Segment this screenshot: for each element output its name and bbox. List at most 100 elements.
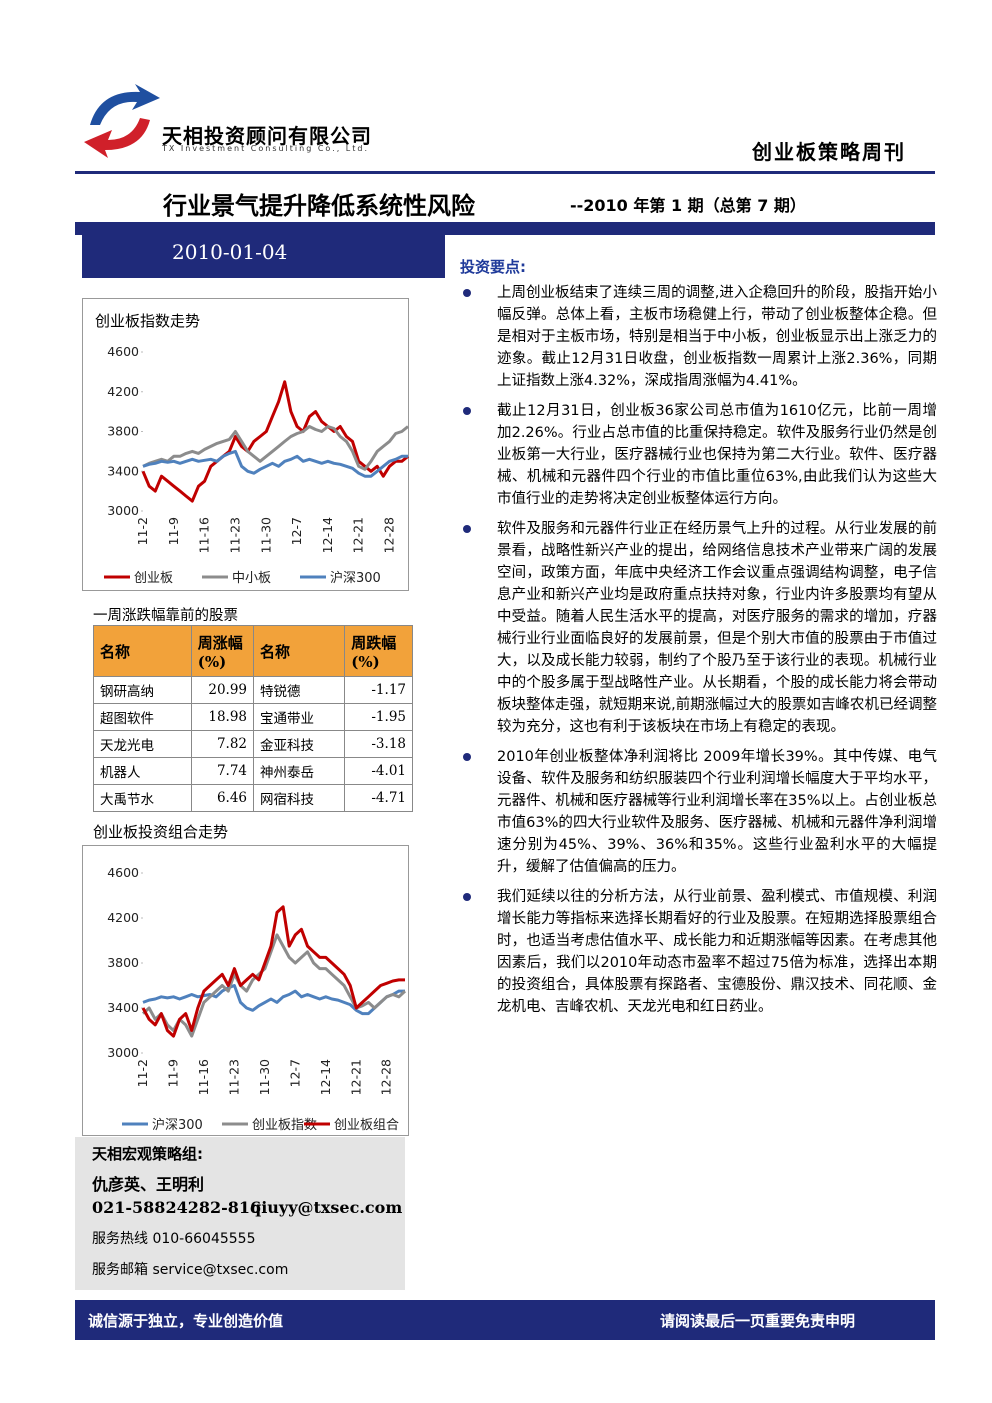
key-point: 软件及服务和元器件行业正在经历景气上升的过程。从行业发展的前景看，战略性新兴产业… <box>455 518 937 738</box>
legend-label: 创业板 <box>134 571 173 586</box>
table-header: 周涨幅(%) <box>190 625 255 677</box>
footer-right: 请阅读最后一页重要免责申明 <box>660 1312 856 1330</box>
table-cell: -1.95 <box>344 703 413 731</box>
company-name-en: TX Investment Consulting Co., Ltd. <box>162 144 370 153</box>
x-tick-label: 12-7 <box>289 517 304 545</box>
y-tick-label: 4600 <box>107 865 139 880</box>
table-row: 机器人 7.74 神州泰岳 -4.01 <box>93 757 413 785</box>
table-header: 名称 <box>253 625 346 677</box>
key-points-heading: 投资要点: <box>460 258 526 276</box>
y-tick-label: 4200 <box>107 910 139 925</box>
logo-arrow-red <box>84 118 150 158</box>
bullet <box>463 753 471 761</box>
key-point-text: 上周创业板结束了连续三周的调整,进入企稳回升的阶段，股指开始小幅反弹。总体上看，… <box>497 285 937 389</box>
series-line <box>142 425 409 471</box>
contact-hotline: 服务热线 010-66045555 <box>92 1231 256 1247</box>
publication: 创业板策略周刊 <box>752 140 906 164</box>
legend-label: 沪深300 <box>152 1117 203 1133</box>
logo-arrow-blue <box>90 84 160 125</box>
table-header-row: 名称 周涨幅(%) 名称 周跌幅(%) <box>93 625 413 677</box>
x-tick-label: 11-9 <box>165 1059 180 1087</box>
y-tick-label: 3800 <box>107 955 139 970</box>
x-tick-label: 11-23 <box>226 1059 241 1095</box>
table-cell: 钢研高纳 <box>93 676 192 704</box>
legend-label: 创业板指数 <box>252 1118 317 1133</box>
y-tick-label: 4600 <box>107 344 139 359</box>
x-tick-label: 11-2 <box>135 517 150 545</box>
company-name: 天相投资顾问有限公司 <box>162 124 372 148</box>
legend-label: 创业板组合 <box>334 1118 399 1133</box>
bullet <box>463 893 471 901</box>
index-chart: 创业板指数走势 3000 3400 3800 4200 4600 11-2 11-9 11-1… <box>82 298 409 591</box>
key-point: 2010年创业板整体净利润将比 2009年增长39%。其中传媒、电气设备、软件及… <box>455 746 937 878</box>
contact-team: 天相宏观策略组: <box>92 1145 203 1163</box>
table-cell: -1.17 <box>344 676 413 704</box>
x-tick-label: 12-14 <box>318 1059 333 1095</box>
table-cell: -3.18 <box>344 730 413 758</box>
key-point: 上周创业板结束了连续三周的调整,进入企稳回升的阶段，股指开始小幅反弹。总体上看，… <box>455 282 937 392</box>
chart-frame <box>82 845 409 1136</box>
table-header: 名称 <box>93 625 192 677</box>
date: 2010-01-04 <box>172 240 288 264</box>
x-tick-label: 11-2 <box>135 1059 150 1087</box>
table-cell: 网宿科技 <box>253 784 346 812</box>
key-point-text: 软件及服务和元器件行业正在经历景气上升的过程。从行业发展的前景看，战略性新兴产业… <box>497 521 937 735</box>
y-tick-label: 3800 <box>107 424 139 439</box>
table-cell: 18.98 <box>190 703 255 731</box>
key-point: 截止12月31日，创业板36家公司总市值为1610亿元，比前一周增加2.26%。… <box>455 400 937 510</box>
date-box <box>82 222 445 278</box>
x-tick-label: 11-23 <box>227 517 242 553</box>
bullet <box>463 407 471 415</box>
table-cell: 宝通带业 <box>253 703 346 731</box>
x-tick-label: 12-28 <box>382 517 397 553</box>
x-tick-label: 12-21 <box>351 517 366 553</box>
series-line <box>141 380 409 503</box>
table-cell: 天龙光电 <box>93 730 192 758</box>
series-line <box>141 905 405 1038</box>
series-line <box>142 984 405 1016</box>
x-tick-label: 11-16 <box>197 517 212 553</box>
issue: --2010 年第 1 期（总第 7 期） <box>570 196 806 215</box>
chart-title: 创业板指数走势 <box>95 312 200 330</box>
footer-left: 诚信源于独立，专业创造价值 <box>88 1312 284 1330</box>
bullet <box>463 525 471 533</box>
key-points: 上周创业板结束了连续三周的调整,进入企稳回升的阶段，股指开始小幅反弹。总体上看，… <box>455 282 937 1026</box>
key-point-text: 我们延续以往的分析方法，从行业前景、盈利模式、市值规模、利润增长能力等指标来选择… <box>497 889 937 1015</box>
table-title: 一周涨跌幅靠前的股票 <box>93 608 238 624</box>
table-row: 大禹节水 6.46 网宿科技 -4.71 <box>93 784 413 812</box>
contact-mailbox: 服务邮箱 service@txsec.com <box>92 1262 289 1278</box>
table-cell: -4.01 <box>344 757 413 785</box>
y-tick-label: 3400 <box>107 1000 139 1015</box>
x-tick-label: 12-28 <box>379 1059 394 1095</box>
table-row: 钢研高纳 20.99 特锐德 -1.17 <box>93 676 413 704</box>
header-rule <box>75 171 935 174</box>
x-tick-label: 11-16 <box>196 1059 211 1095</box>
footer-band <box>75 1300 935 1340</box>
title: 行业景气提升降低系统性风险 <box>163 192 475 220</box>
table-cell: 7.74 <box>190 757 255 785</box>
table-cell: -4.71 <box>344 784 413 812</box>
table-cell: 6.46 <box>190 784 255 812</box>
legend-label: 中小板 <box>232 571 271 586</box>
x-tick-label: 11-30 <box>257 1059 272 1095</box>
table-cell: 特锐德 <box>253 676 346 704</box>
portfolio-chart: 3000 3400 3800 4200 4600 11-2 11-9 11-16 11-23 11… <box>82 845 409 1136</box>
table-cell: 神州泰岳 <box>253 757 346 785</box>
key-point-text: 截止12月31日，创业板36家公司总市值为1610亿元，比前一周增加2.26%。… <box>497 403 937 507</box>
table-row: 天龙光电 7.82 金亚科技 -3.18 <box>93 730 413 758</box>
table-cell: 机器人 <box>93 757 192 785</box>
table-cell: 20.99 <box>190 676 255 704</box>
series-line <box>141 933 407 1038</box>
x-tick-label: 12-14 <box>320 517 335 553</box>
key-point: 我们延续以往的分析方法，从行业前景、盈利模式、市值规模、利润增长能力等指标来选择… <box>455 886 937 1018</box>
x-tick-label: 11-9 <box>166 517 181 545</box>
chart-title: 创业板投资组合走势 <box>93 823 229 841</box>
x-tick-label: 12-7 <box>287 1059 302 1087</box>
chart-frame <box>82 298 409 591</box>
contact-box <box>75 1137 405 1290</box>
y-tick-label: 4200 <box>107 384 139 399</box>
key-point-text: 2010年创业板整体净利润将比 2009年增长39%。其中传媒、电气设备、软件及… <box>497 749 937 875</box>
logo <box>84 84 160 158</box>
table-cell: 大禹节水 <box>93 784 192 812</box>
